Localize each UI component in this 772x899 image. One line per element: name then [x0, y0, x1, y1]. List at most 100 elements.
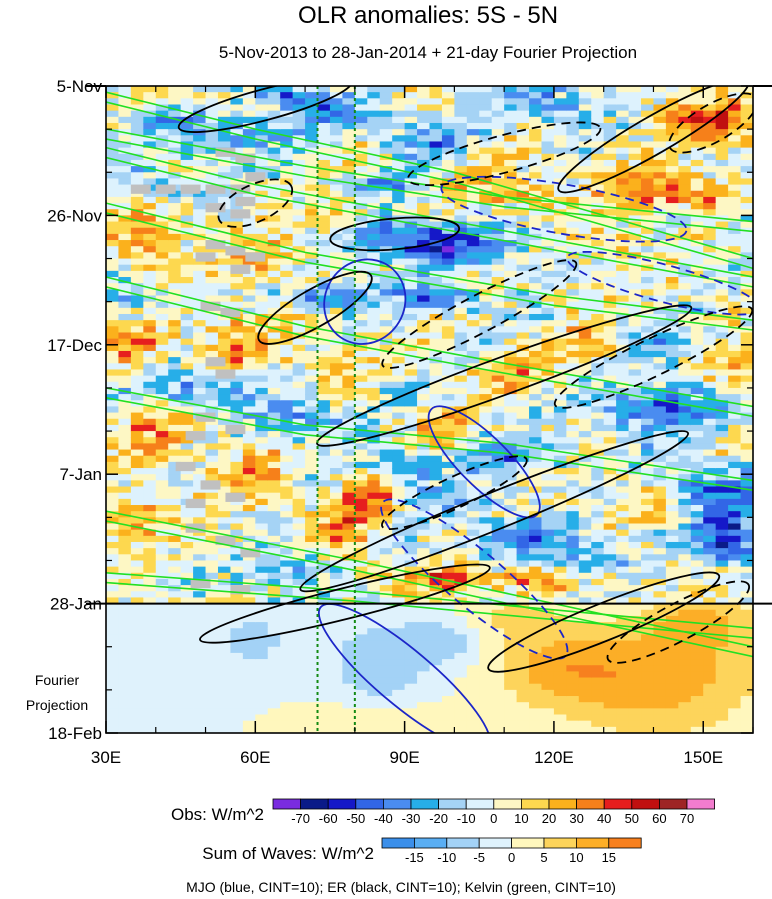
obs-cell: [118, 203, 132, 210]
obs-cell: [379, 141, 393, 149]
obs-cell: [728, 184, 742, 192]
obs-cell: [616, 443, 630, 451]
obs-cell: [217, 129, 232, 136]
obs-cell: [168, 591, 182, 599]
obs-cell: [690, 159, 704, 167]
obs-cell: [255, 320, 269, 327]
projection-cell: [292, 671, 306, 679]
obs-cell: [529, 406, 543, 414]
obs-cell: [454, 313, 468, 321]
obs-cell: [155, 400, 169, 408]
obs-cell: [292, 277, 306, 284]
projection-cell: [454, 628, 468, 636]
obs-cell: [193, 541, 207, 549]
projection-cell: [292, 683, 306, 691]
obs-cell: [740, 529, 753, 537]
obs-cell: [628, 350, 642, 358]
obs-cell: [479, 400, 493, 408]
projection-cell: [392, 689, 406, 697]
projection-cell: [441, 720, 455, 728]
obs-cell: [280, 523, 294, 531]
obs-cell: [504, 468, 518, 475]
projection-cell: [106, 652, 120, 660]
obs-cell: [665, 283, 679, 290]
projection-cell: [379, 628, 393, 636]
obs-cell: [392, 424, 406, 432]
obs-cell: [168, 320, 182, 327]
obs-cell: [715, 480, 729, 488]
obs-cell: [280, 141, 294, 149]
obs-cell: [168, 400, 182, 408]
obs-cell: [690, 474, 704, 481]
obs-cell: [392, 554, 406, 562]
obs-cell: [180, 511, 194, 518]
obs-cell: [217, 572, 232, 580]
obs-cell: [118, 153, 132, 161]
obs-cell: [392, 505, 406, 512]
obs-cell: [516, 122, 530, 130]
projection-cell: [329, 726, 343, 733]
projection-cell: [317, 622, 331, 629]
obs-cell: [429, 209, 443, 216]
obs-cell: [180, 227, 194, 235]
obs-cell: [193, 320, 207, 327]
obs-cell: [205, 178, 219, 186]
obs-cell: [603, 344, 617, 352]
obs-cell: [479, 554, 493, 562]
obs-cell: [641, 597, 655, 605]
obs-cell: [329, 400, 343, 408]
obs-cell: [342, 357, 356, 364]
obs-cell: [329, 585, 343, 592]
obs-cell: [479, 566, 493, 574]
obs-cell: [130, 443, 144, 451]
obs-cell: [217, 431, 232, 438]
obs-cell: [516, 455, 530, 463]
obs-cell: [541, 190, 555, 198]
projection-cell: [193, 683, 207, 691]
obs-cell: [417, 332, 431, 340]
obs-cell: [143, 98, 157, 106]
obs-cell: [417, 215, 431, 223]
obs-cell: [553, 184, 567, 192]
obs-cell: [193, 246, 207, 253]
projection-cell: [205, 720, 219, 728]
obs-cell: [106, 215, 120, 223]
obs-cell: [155, 375, 169, 383]
obs-cell: [193, 221, 207, 229]
obs-cell: [703, 578, 717, 586]
obs-cell: [516, 264, 530, 272]
obs-cell: [342, 122, 356, 130]
obs-cell: [541, 394, 555, 401]
obs-cell: [205, 591, 219, 599]
obs-cell: [553, 455, 567, 463]
obs-cell: [603, 332, 617, 340]
obs-cell: [367, 554, 381, 562]
obs-cell: [653, 172, 667, 180]
obs-cell: [541, 332, 555, 340]
obs-cell: [516, 431, 530, 438]
obs-cell: [292, 307, 306, 315]
obs-cell: [541, 418, 555, 426]
obs-cell: [454, 295, 468, 303]
obs-cell: [242, 320, 256, 327]
obs-cell: [504, 492, 518, 500]
obs-cell: [616, 295, 630, 303]
obs-cell: [155, 166, 169, 173]
obs-cell: [292, 221, 306, 229]
projection-cell: [441, 689, 455, 697]
obs-cell: [379, 492, 393, 500]
obs-cell: [230, 529, 244, 537]
obs-cell: [404, 511, 418, 518]
obs-cell: [143, 277, 157, 284]
projection-cell: [130, 689, 144, 697]
obs-cell: [665, 363, 679, 371]
obs-cell: [317, 338, 331, 346]
projection-cell: [205, 640, 219, 648]
projection-cell: [217, 726, 232, 733]
obs-cell: [479, 227, 493, 235]
obs-cell: [491, 122, 505, 130]
obs-cell: [603, 203, 617, 210]
obs-cell: [491, 560, 505, 568]
obs-cell: [641, 554, 655, 562]
obs-cell: [217, 295, 232, 303]
